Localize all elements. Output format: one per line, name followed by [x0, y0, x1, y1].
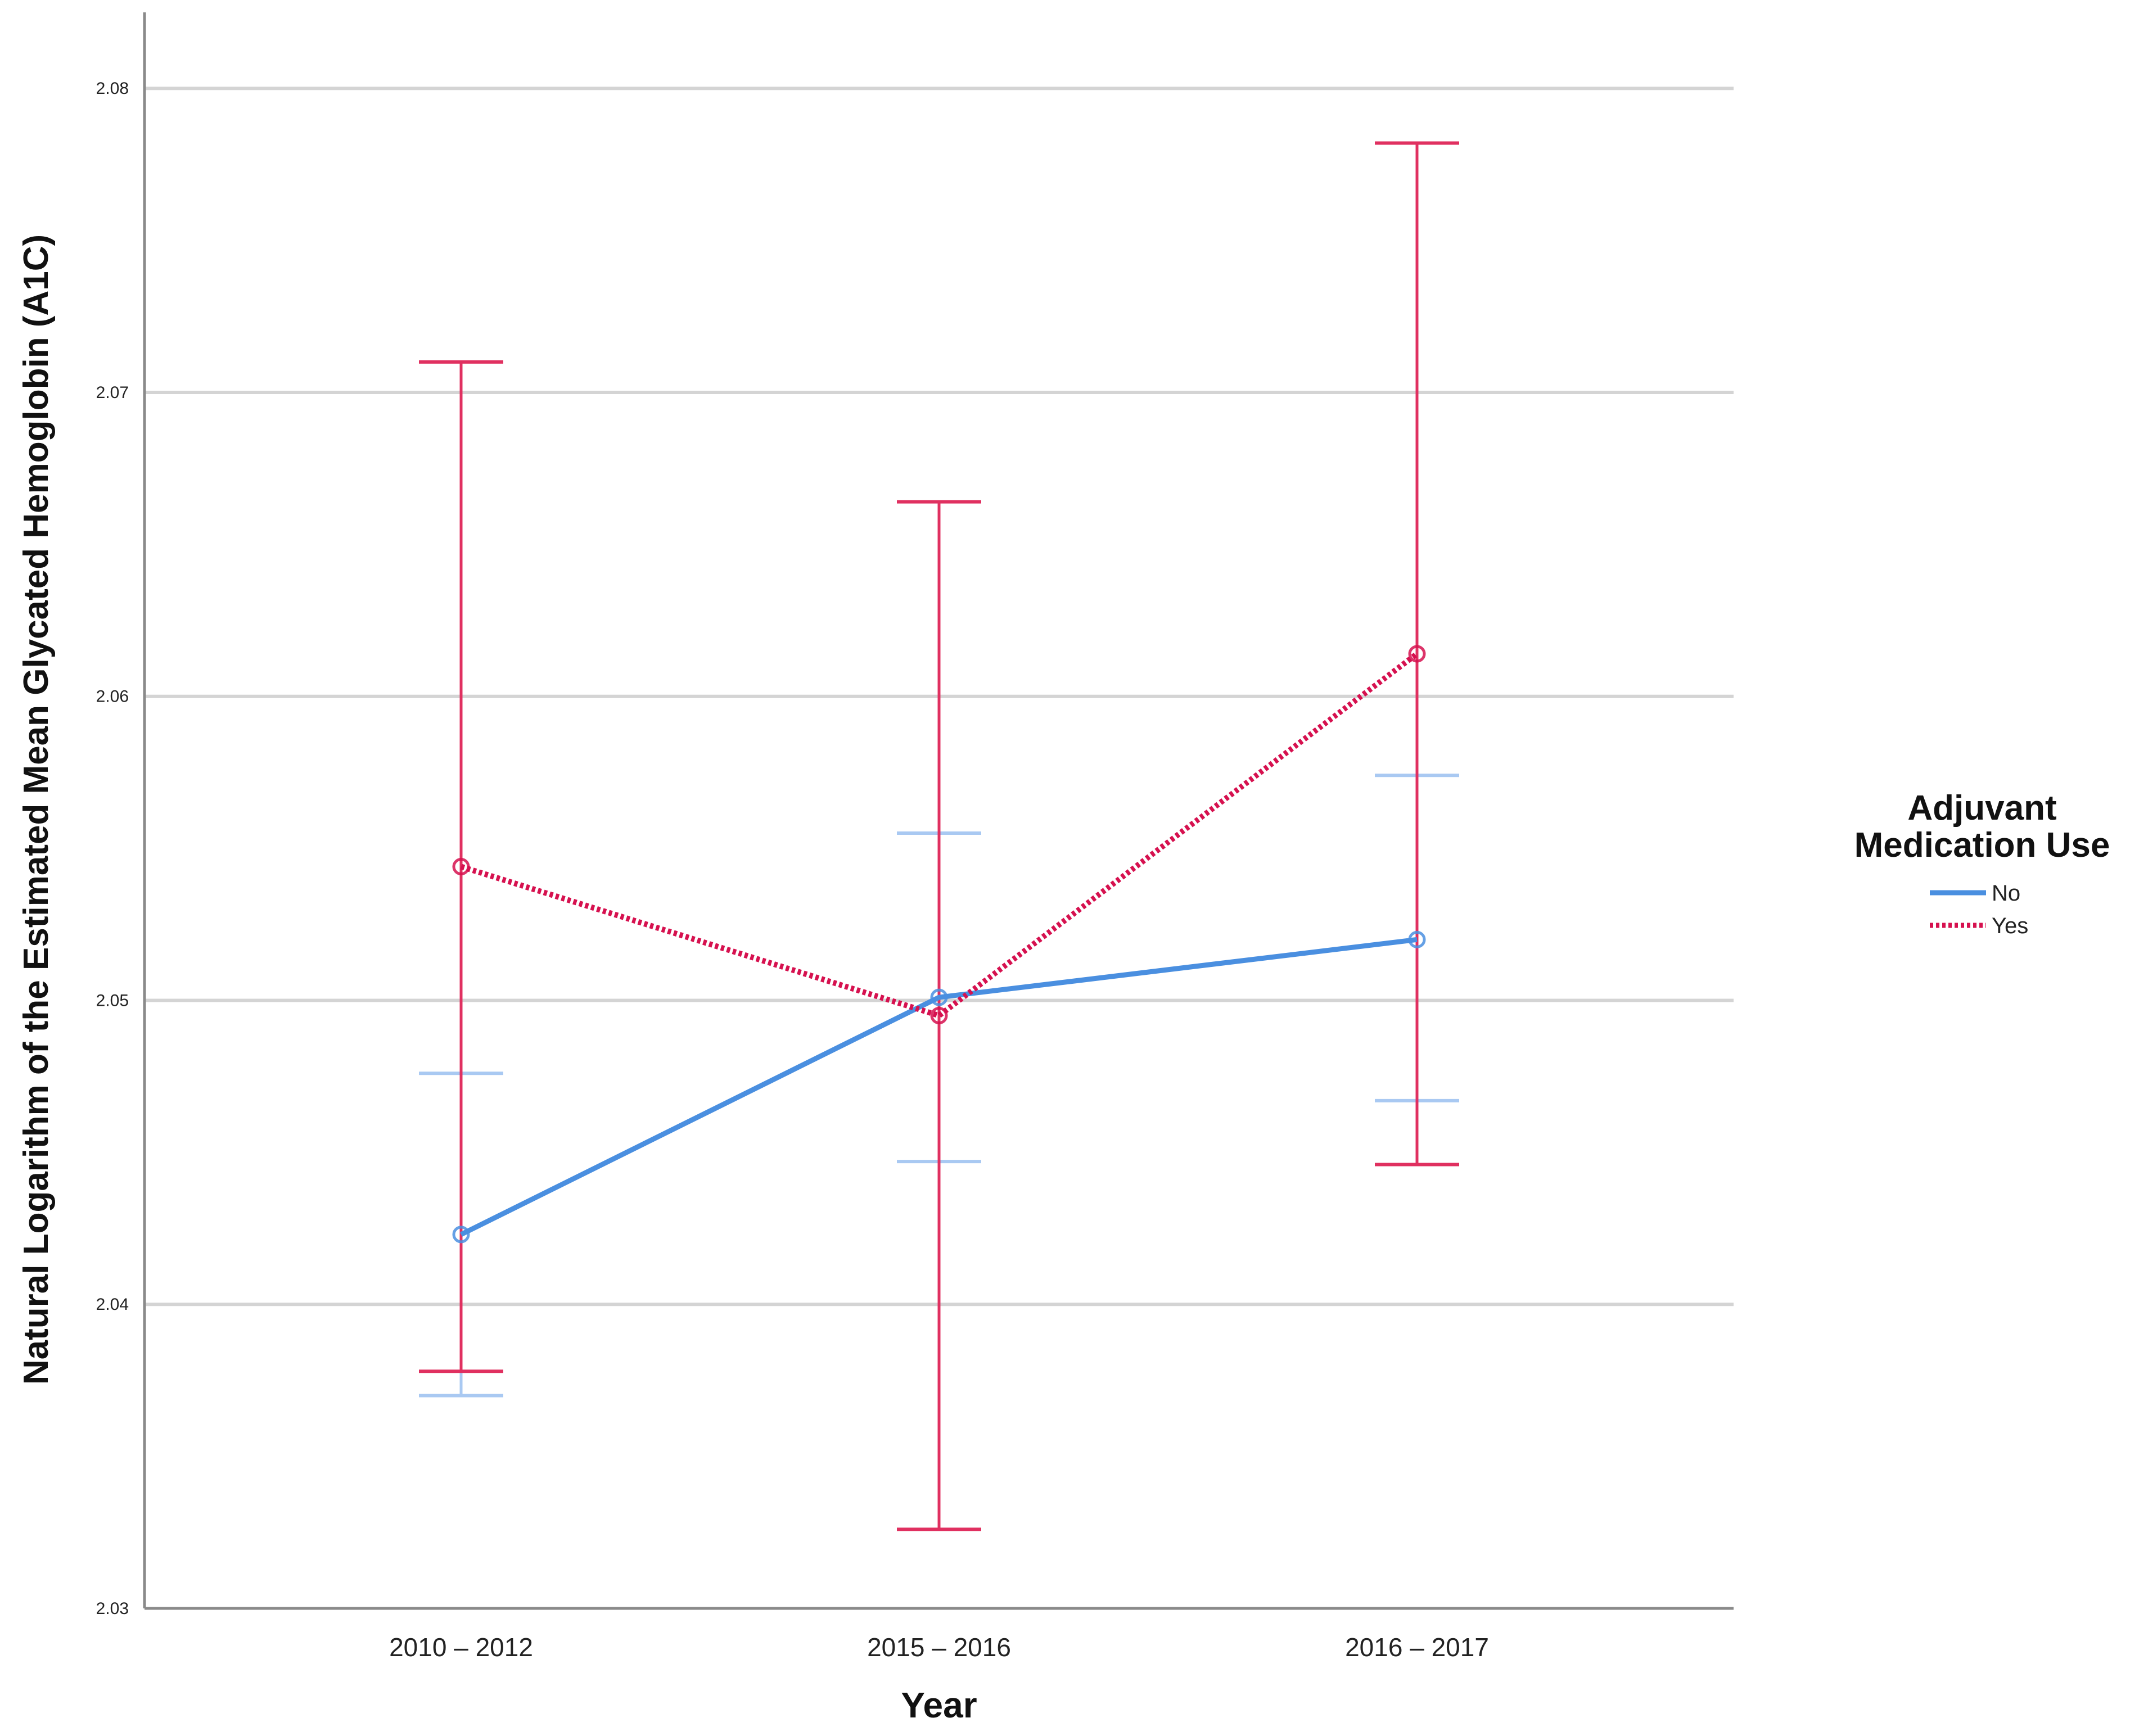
y-axis-title: Natural Logarithm of the Estimated Mean …	[17, 234, 56, 1385]
error-bars	[419, 141, 1459, 1531]
data-point-no	[1408, 930, 1426, 948]
y-tick-label: 2.05	[96, 991, 129, 1010]
axes	[143, 12, 1734, 1610]
x-axis-title: Year	[901, 1685, 977, 1725]
data-points	[452, 645, 1426, 1244]
y-tick-label: 2.03	[96, 1599, 129, 1618]
data-point-yes	[452, 858, 470, 876]
y-tick-label: 2.04	[96, 1295, 129, 1314]
legend-label-yes: Yes	[1992, 914, 2028, 938]
data-point-yes	[930, 1007, 948, 1025]
data-point-no	[930, 988, 948, 1006]
legend-label-no: No	[1992, 881, 2020, 906]
data-point-no	[452, 1226, 470, 1244]
y-tick-label: 2.06	[96, 688, 129, 706]
series-lines	[459, 652, 1419, 1237]
x-tick-label: 2016 – 2017	[1345, 1633, 1489, 1662]
y-tick-label: 2.08	[96, 79, 129, 98]
y-tick-label: 2.07	[96, 383, 129, 402]
legend-title: Adjuvant Medication Use	[1854, 789, 2110, 865]
legend: Adjuvant Medication Use No Yes	[1854, 789, 2110, 938]
x-tick-label: 2015 – 2016	[867, 1633, 1011, 1662]
data-point-yes	[1408, 645, 1426, 663]
tick-labels: 2.03 2.04 2.05 2.06 2.07 2.08 2010 – 2012 2015 …	[17, 79, 1489, 1725]
series-line-no	[459, 937, 1418, 1237]
x-tick-label: 2010 – 2012	[389, 1633, 533, 1662]
